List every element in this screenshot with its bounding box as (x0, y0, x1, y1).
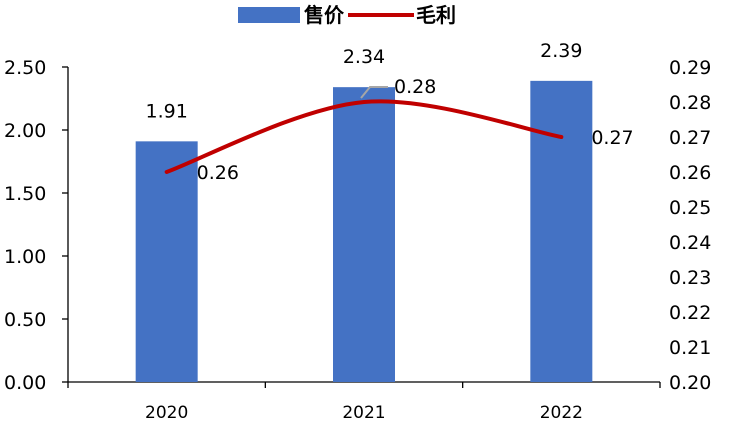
right-tick-label: 0.23 (669, 267, 711, 289)
right-tick-label: 0.26 (669, 162, 711, 184)
line-series (164, 99, 564, 174)
bar (333, 87, 395, 382)
axes: 0.00 0.50 1.00 1.50 2.00 2.50 0.20 0.21 0.22 0.23… (4, 57, 711, 423)
line-data-label: 0.27 (591, 127, 633, 149)
right-tick-label: 0.28 (669, 92, 711, 114)
bar-data-label: 2.39 (540, 40, 582, 62)
legend-line-label: 毛利 (416, 3, 456, 27)
legend-bar-swatch (238, 7, 300, 23)
line-data-label: 0.28 (394, 76, 436, 98)
left-tick-label: 1.50 (4, 183, 46, 205)
line-data-label: 0.26 (197, 162, 239, 184)
bar-series (135, 80, 593, 383)
right-tick-label: 0.22 (669, 302, 711, 324)
leader-line (360, 86, 388, 99)
right-tick-label: 0.25 (669, 197, 711, 219)
legend-bar-label: 售价 (304, 3, 345, 27)
right-tick-label: 0.24 (669, 232, 711, 254)
right-tick-label: 0.29 (669, 57, 711, 79)
x-tick-label: 2022 (540, 403, 583, 423)
line-series-path (164, 99, 564, 174)
left-tick-label: 1.00 (4, 246, 46, 268)
bar-data-label: 2.34 (343, 46, 385, 68)
right-tick-label: 0.27 (669, 127, 711, 149)
bar (530, 80, 593, 383)
x-tick-label: 2021 (342, 403, 385, 423)
bar-data-label: 1.91 (146, 100, 188, 122)
left-tick-label: 0.50 (4, 309, 46, 331)
left-tick-label: 0.00 (4, 372, 46, 394)
x-tick-label: 2020 (145, 403, 188, 423)
left-tick-label: 2.00 (4, 120, 46, 142)
legend: 售价 毛利 (238, 3, 456, 27)
right-tick-label: 0.21 (669, 337, 711, 359)
data-labels: 1.91 2.34 2.39 0.26 0.28 0.27 (146, 40, 634, 184)
right-tick-label: 0.20 (669, 372, 711, 394)
left-tick-label: 2.50 (4, 57, 46, 79)
bar (135, 141, 198, 382)
